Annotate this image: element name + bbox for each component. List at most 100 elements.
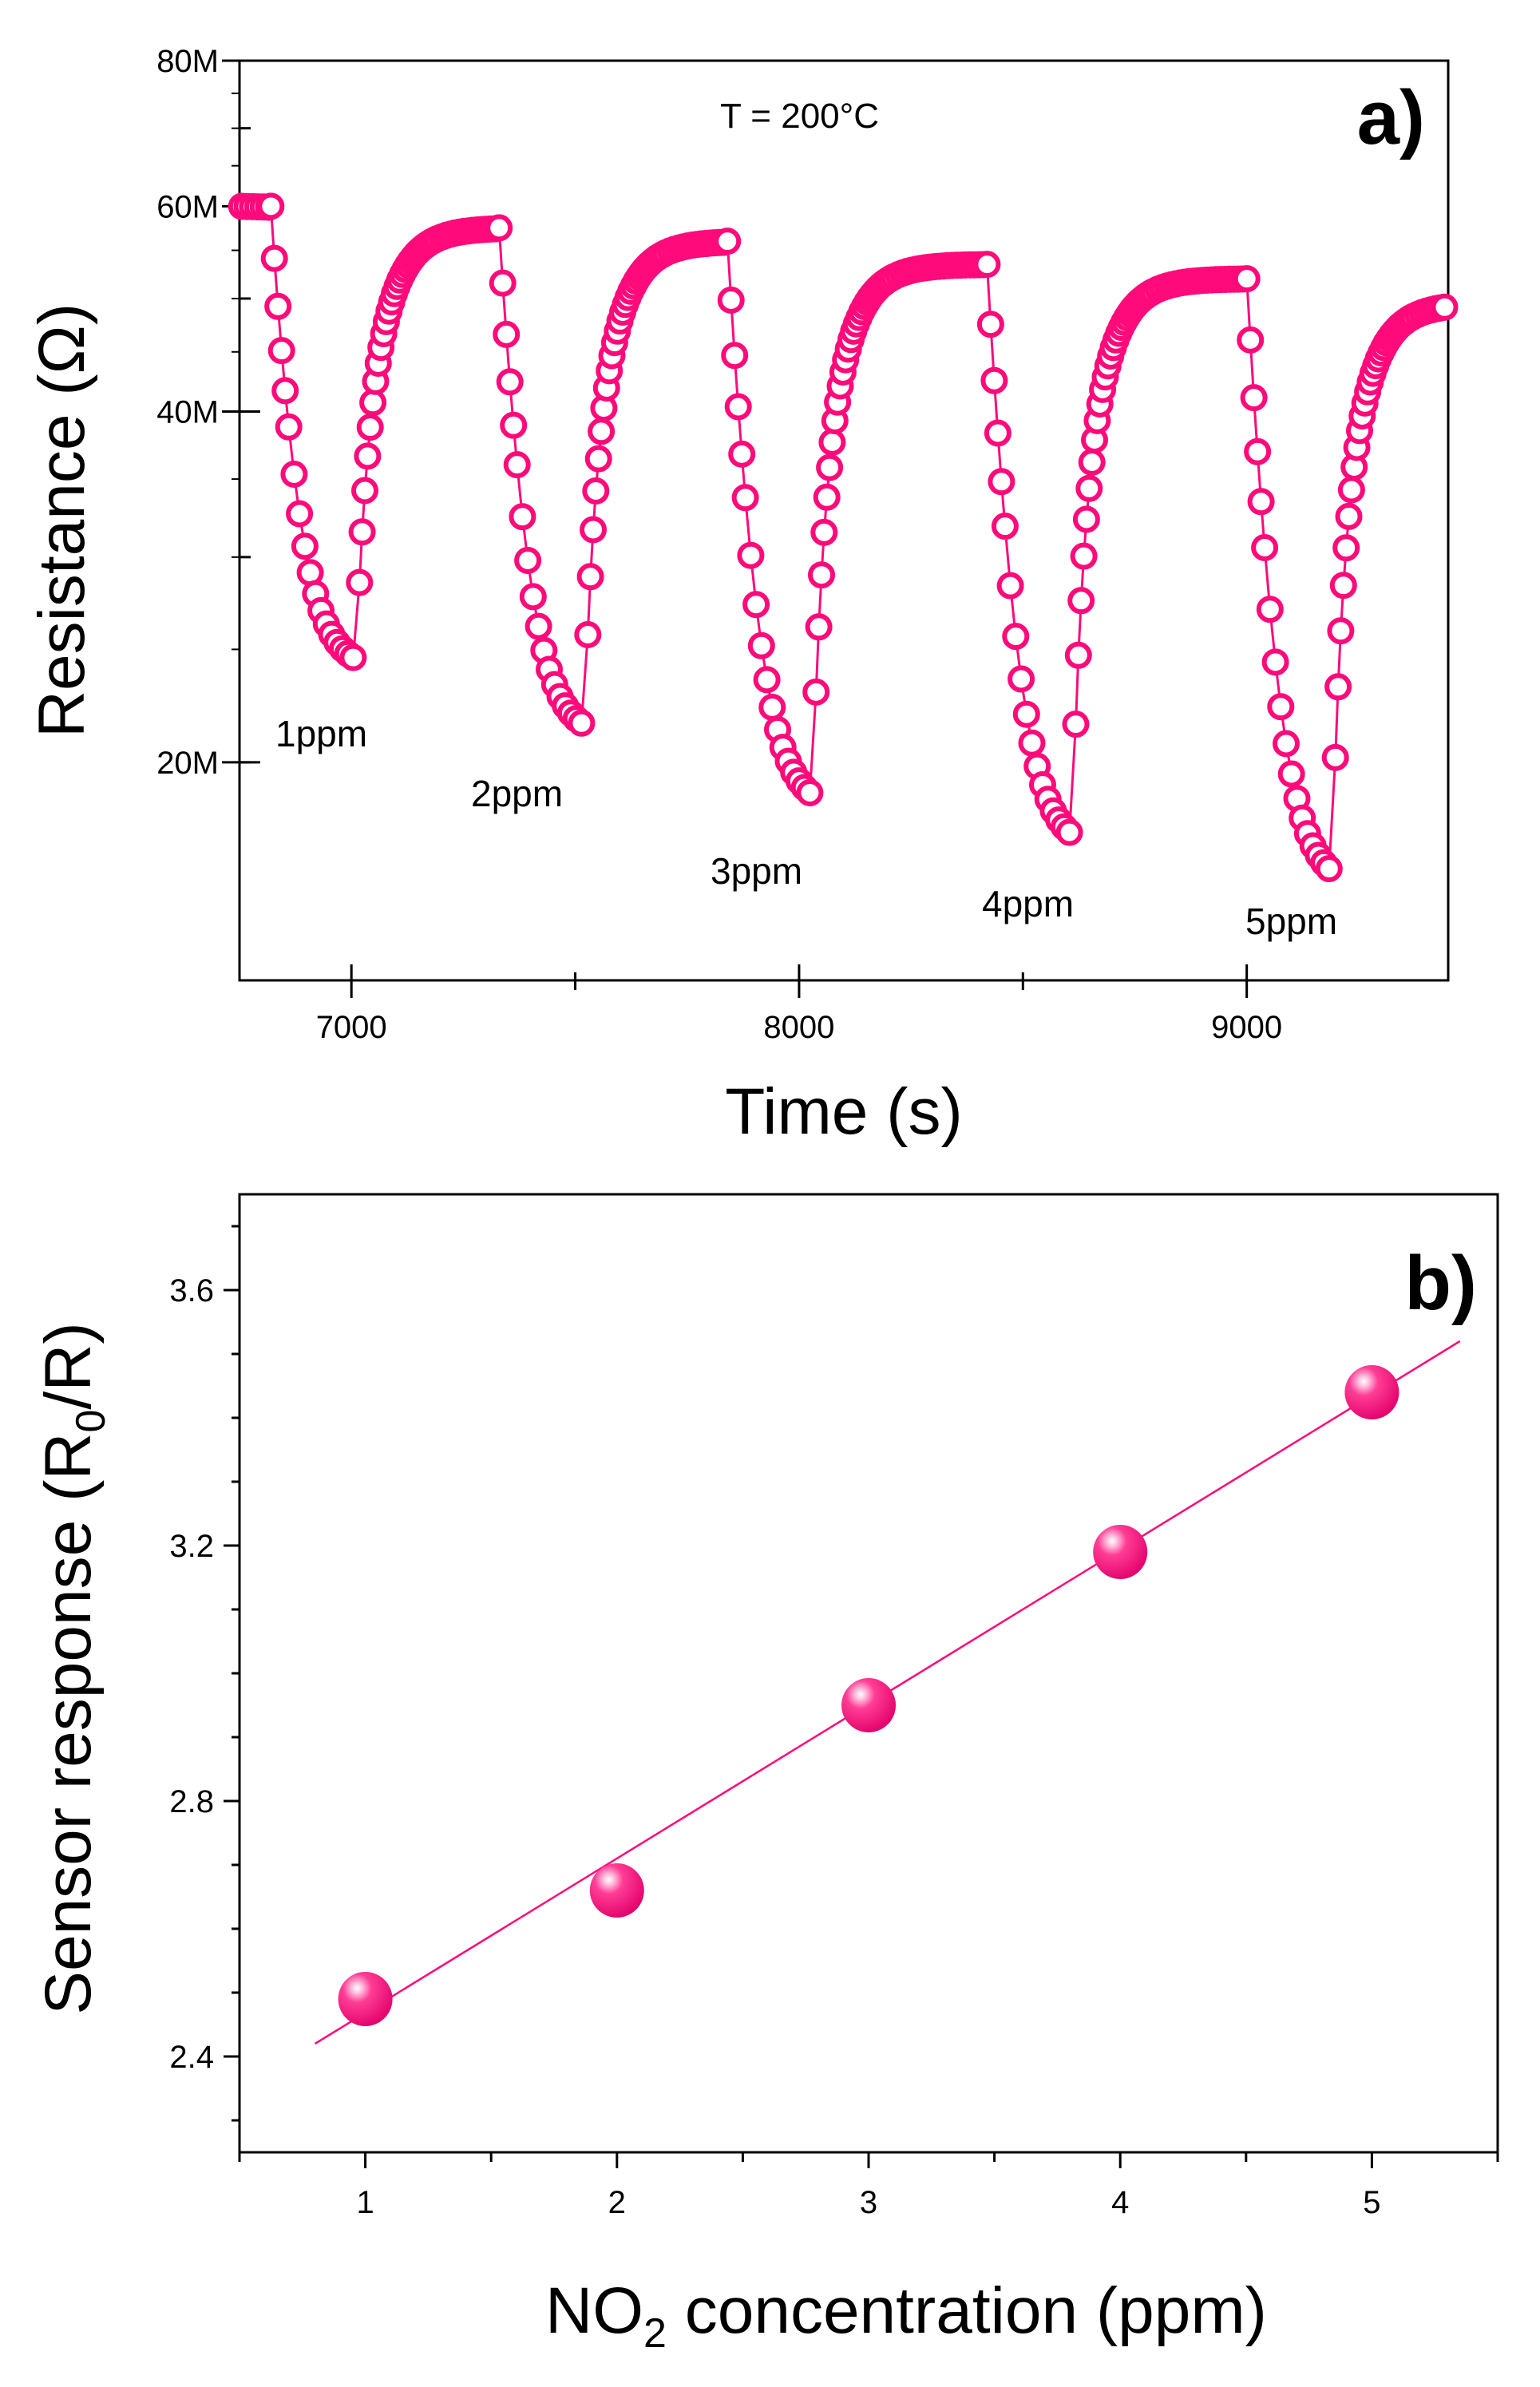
panel-a-data-point <box>1267 693 1295 721</box>
panel-a-resistance-chart: 20M 40M 60M 80M 7000 8000 9000 a) T = 200°C 1… <box>26 44 1459 1148</box>
panel-a-data-point <box>984 419 1011 447</box>
panel-a-y-tick-label: 20M <box>156 746 219 781</box>
panel-a-x-axis-title: Time (s) <box>725 1075 963 1148</box>
panel-a-y-tick-label: 60M <box>156 189 219 224</box>
panel-b-x-tick-label: 1 <box>356 2185 374 2220</box>
panel-a-data-point <box>359 389 387 417</box>
panel-a-data-point <box>758 694 786 721</box>
panel-a-y-ticks: 20M 40M 60M 80M <box>156 44 260 982</box>
panel-a-data-point <box>576 563 604 591</box>
panel-b-data <box>314 1340 1461 2045</box>
panel-a-data-point <box>973 251 1001 279</box>
cycle-label-3ppm: 3ppm <box>711 850 802 892</box>
panel-b-y-tick-label: 3.6 <box>169 1273 214 1308</box>
panel-a-data-point <box>714 228 742 255</box>
panel-a-data-point <box>988 468 1015 496</box>
panel-a-data-point <box>1277 760 1305 788</box>
panel-a-data-point <box>980 366 1008 394</box>
panel-a-data-point <box>731 484 759 512</box>
panel-a-data-point <box>493 320 521 348</box>
panel-a-data-point <box>1321 743 1349 771</box>
panel-a-data-point <box>721 342 749 370</box>
panel-a-data-point <box>519 583 547 611</box>
panel-a-data-point <box>816 453 844 481</box>
panel-a-y-axis-title: Resistance (Ω) <box>26 303 98 738</box>
panel-a-data-point <box>1078 449 1106 476</box>
panel-a-data-point <box>354 442 382 470</box>
panel-b-x-tick-label: 2 <box>608 2185 626 2220</box>
panel-a-data-point <box>810 518 838 546</box>
panel-a-data-point <box>1002 623 1030 651</box>
panel-a-data-point <box>737 541 765 569</box>
panel-b-label: b) <box>1404 1241 1477 1326</box>
panel-a-data-point <box>1067 587 1095 615</box>
panel-a-data-point <box>346 568 374 596</box>
panel-b-x-tick-label: 5 <box>1363 2185 1380 2220</box>
panel-a-data-point <box>1244 437 1272 465</box>
panel-a-data-point <box>1335 502 1363 530</box>
panel-a-data-point <box>568 709 596 737</box>
panel-a-data-point <box>286 500 314 528</box>
panel-a-data-point <box>339 643 367 671</box>
panel-a-data-point <box>1008 665 1035 693</box>
panel-a-x-ticks: 7000 8000 9000 <box>316 964 1282 1045</box>
panel-a-data-point <box>1018 729 1046 757</box>
panel-a-data-point <box>280 461 308 488</box>
panel-b-x-tick-label: 4 <box>1111 2185 1129 2220</box>
panel-a-data-point <box>976 311 1004 338</box>
panel-a-data-point <box>1247 488 1275 516</box>
panel-a-data-point <box>582 477 610 505</box>
panel-a-data-point <box>1062 711 1090 738</box>
panel-b-plot-frame <box>238 1193 1499 2154</box>
panel-a-data-point <box>742 591 770 619</box>
panel-b-data-point <box>1344 1365 1399 1419</box>
panel-a-data-point <box>275 413 303 441</box>
panel-a-data-point <box>1256 596 1284 623</box>
panel-a-data-point <box>588 418 616 445</box>
panel-a-data-point <box>514 547 542 574</box>
cycle-label-1ppm: 1ppm <box>275 713 367 754</box>
panel-b-data-point <box>589 1863 644 1918</box>
panel-a-data-point <box>489 269 517 297</box>
panel-a-data-point <box>796 779 824 806</box>
panel-a-data-point <box>1055 818 1083 846</box>
panel-b-data-point <box>1093 1525 1148 1579</box>
panel-a-data-point <box>257 192 285 220</box>
panel-a-data <box>228 192 1459 883</box>
panel-b-response-chart: 2.4 2.8 3.2 3.6 1 2 3 4 5 b) NO2 concentration … <box>32 1193 1499 2357</box>
panel-a-data-point <box>1261 648 1289 676</box>
panel-a-data-point <box>813 483 841 511</box>
panel-a-data-point <box>1431 293 1459 321</box>
panel-a-data-point <box>348 518 376 546</box>
panel-b-y-ticks: 2.4 2.8 3.2 3.6 <box>169 1225 240 2122</box>
panel-a-data-point <box>485 214 513 242</box>
panel-a-data-point <box>580 516 607 544</box>
panel-a-data-point <box>1337 476 1365 504</box>
panel-a-y-tick-label: 80M <box>156 44 219 79</box>
panel-a-data-point <box>1324 673 1352 701</box>
panel-a-data-point <box>1315 855 1343 883</box>
panel-a-data-point <box>500 411 528 439</box>
panel-a-x-tick-label: 9000 <box>1211 1010 1282 1045</box>
panel-a-data-point <box>503 451 531 479</box>
panel-a-data-point <box>1233 265 1261 293</box>
panel-a-data-point <box>747 631 775 659</box>
panel-a-data-point <box>991 513 1019 540</box>
panel-a-data-point <box>802 678 830 706</box>
panel-a-data-point <box>818 429 846 456</box>
panel-b-y-tick-label: 2.8 <box>169 1784 214 1819</box>
panel-a-data-point <box>996 572 1024 600</box>
panel-a-data-point <box>728 440 756 468</box>
panel-a-data-point <box>724 393 752 421</box>
cycle-label-5ppm: 5ppm <box>1245 901 1337 942</box>
panel-a-data-point <box>574 621 602 648</box>
panel-a-data-point <box>1072 505 1100 533</box>
panel-a-label: a) <box>1357 75 1425 160</box>
panel-a-data-point <box>1012 700 1040 728</box>
panel-a-data-point <box>260 244 288 272</box>
panel-a-data-point <box>351 477 378 505</box>
panel-a-plot-frame <box>238 59 1450 982</box>
panel-a-data-point <box>1240 384 1268 412</box>
panel-a-data-point <box>1237 326 1265 354</box>
panel-b-y-tick-label: 3.2 <box>169 1529 214 1564</box>
